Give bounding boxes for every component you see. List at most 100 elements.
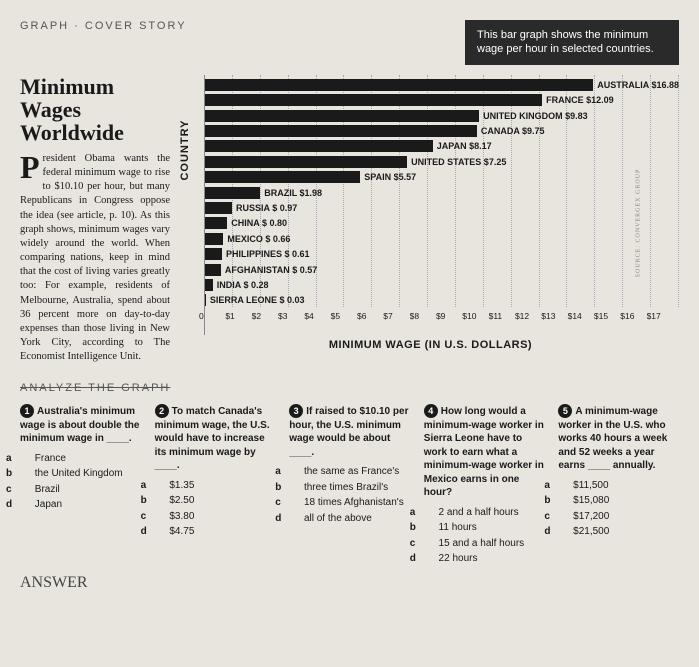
bars-container: AUSTRALIA $16.88 FRANCE $12.09 UNITED KING… [205,75,679,307]
x-tick: 0 [199,311,225,321]
main-layout: Minimum Wages Worldwide President Obama … [20,75,679,365]
bar-row: FRANCE $12.09 [205,94,679,106]
header-row: GRAPH · COVER STORY This bar graph shows… [20,20,679,65]
bar [205,217,227,229]
source-credit: SOURCE: CONVERGEX GROUP [636,168,642,277]
bar-label: BRAZIL $1.98 [264,188,322,198]
option: c 18 times Afghanistan's [289,496,410,510]
x-tick: $14 [568,311,594,321]
bar-row: RUSSIA $ 0.97 [205,202,679,214]
option: b $15,080 [558,494,679,508]
title-line: Wages [20,97,81,122]
question-stem: A minimum-wage worker in the U.S. who wo… [558,406,667,471]
option: a 2 and a half hours [424,506,545,520]
options: a Franceb the United Kingdom c Brazild Ja… [20,452,141,512]
x-axis-label: MINIMUM WAGE (IN U.S. DOLLARS) [182,339,679,351]
x-ticks: 0$1$2$3$4$5$6$7$8$9$10$11$12$13$14$15$16… [205,311,679,321]
bar-label: CANADA $9.75 [481,126,545,136]
bar [205,156,407,168]
bar-row: MEXICO $ 0.66 [205,233,679,245]
x-tick: $5 [331,311,357,321]
bar-label: JAPAN $8.17 [437,141,492,151]
bar-label: CHINA $ 0.80 [231,218,287,228]
x-tick: $3 [278,311,304,321]
option: b three times Brazil's [289,481,410,495]
callout-box: This bar graph shows the minimum wage pe… [465,20,679,65]
bar-label: RUSSIA $ 0.97 [236,203,297,213]
bar-row: UNITED STATES $7.25 [205,156,679,168]
bar [205,110,479,122]
bar-label: AFGHANISTAN $ 0.57 [225,265,317,275]
bar-row: UNITED KINGDOM $9.83 [205,109,679,121]
bar [205,248,222,260]
bar-row: AFGHANISTAN $ 0.57 [205,263,679,275]
bar [205,125,477,137]
chart-area: COUNTRY AUSTRALIA $16.88 FRANCE $12.09 UNI… [182,75,679,365]
x-tick: $13 [541,311,567,321]
option: d $21,500 [558,525,679,539]
question-number: 5 [558,404,572,418]
x-tick: $8 [410,311,436,321]
bar-label: AUSTRALIA $16.88 [597,80,679,90]
bar-row: CHINA $ 0.80 [205,217,679,229]
bar-label: SPAIN $5.57 [364,172,416,182]
x-tick: $7 [383,311,409,321]
handwritten-answer: ANSWER [20,574,679,592]
bar-label: INDIA $ 0.28 [217,280,269,290]
bar-row: PHILIPPINES $ 0.61 [205,248,679,260]
x-tick: $16 [620,311,646,321]
question-stem: If raised to $10.10 per hour, the U.S. m… [289,406,408,458]
bar-row: AUSTRALIA $16.88 [205,79,679,91]
option: c 15 and a half hours [424,537,545,551]
section-label: GRAPH · COVER STORY [20,20,187,32]
y-axis-label: COUNTRY [179,119,191,180]
bar-label: PHILIPPINES $ 0.61 [226,249,310,259]
question-2: 2To match Canada's minimum wage, the U.S… [155,404,276,568]
options: a 2 and a half hoursb 11 hours c 15 and a… [424,506,545,566]
bar [205,171,360,183]
question-stem: To match Canada's minimum wage, the U.S.… [155,406,270,471]
option: a $1.35 [155,479,276,493]
option: a the same as France's [289,465,410,479]
page-title: Minimum Wages Worldwide [20,75,170,144]
dropcap: P [20,152,43,181]
x-tick: $2 [252,311,278,321]
option: b $2.50 [155,494,276,508]
option: c Brazil [20,483,141,497]
options: a $1.35b $2.50c $3.80d $4.75 [155,479,276,539]
question-1: 1Australia's minimum wage is about doubl… [20,404,141,568]
bar [205,233,223,245]
option: c $17,200 [558,510,679,524]
question-4: 4How long would a minimum-wage worker in… [424,404,545,568]
bar-label: UNITED KINGDOM $9.83 [483,111,588,121]
title-line: Worldwide [20,120,124,145]
option: b the United Kingdom [20,467,141,481]
question-5: 5A minimum-wage worker in the U.S. who w… [558,404,679,568]
body-content: resident Obama wants the federal minimum… [20,153,170,362]
bar [205,264,221,276]
question-stem: Australia's minimum wage is about double… [20,406,139,444]
options: a $11,500b $15,080c $17,200d $21,500 [558,479,679,539]
x-tick: $15 [594,311,620,321]
bar-row: CANADA $9.75 [205,125,679,137]
question-3: 3If raised to $10.10 per hour, the U.S. … [289,404,410,568]
x-tick: $11 [489,311,515,321]
bar-row: SIERRA LEONE $ 0.03 [205,294,679,306]
bar [205,279,213,291]
bar-label: MEXICO $ 0.66 [227,234,290,244]
bar-label: SIERRA LEONE $ 0.03 [210,295,305,305]
question-number: 4 [424,404,438,418]
chart-inner: COUNTRY AUSTRALIA $16.88FRANCE $12.09UNI… [204,75,679,335]
bar-row: BRAZIL $1.98 [205,186,679,198]
x-tick: $4 [304,311,330,321]
option: d Japan [20,498,141,512]
bar-label: FRANCE $12.09 [546,95,614,105]
left-column: Minimum Wages Worldwide President Obama … [20,75,170,365]
bar [205,294,206,306]
question-stem: How long would a minimum-wage worker in … [424,406,544,498]
bar-label: UNITED STATES $7.25 [411,157,506,167]
option: d $4.75 [155,525,276,539]
option: a France [20,452,141,466]
x-tick: $6 [357,311,383,321]
option: b 11 hours [424,521,545,535]
